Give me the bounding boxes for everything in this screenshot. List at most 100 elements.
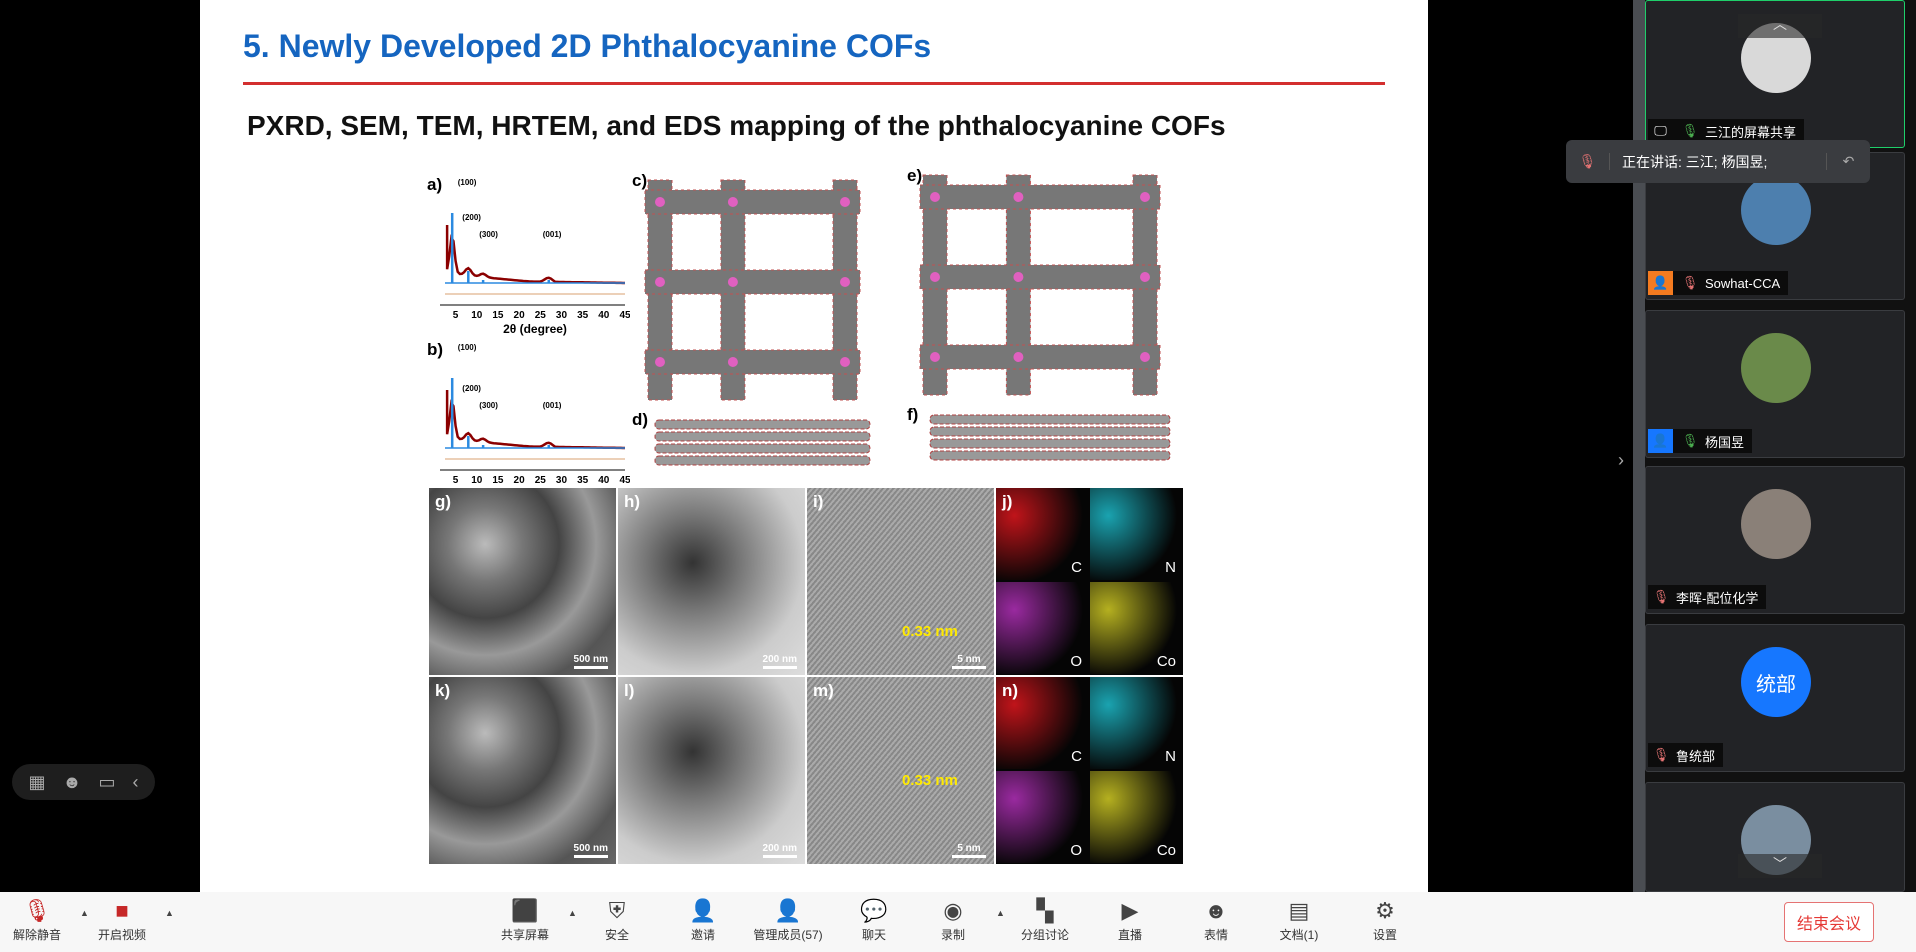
share-screen-icon: ⬛ xyxy=(511,898,539,923)
element-label: Co xyxy=(1156,842,1176,859)
toolbar-label: 设置 xyxy=(1372,928,1397,942)
tick-label: 25 xyxy=(535,475,547,485)
metal-center xyxy=(1013,352,1024,362)
participant-name: 鲁统部 xyxy=(1676,748,1716,764)
metal-center xyxy=(930,272,940,282)
tick-label: 10 xyxy=(471,475,483,485)
toolbar-button-gear[interactable]: ⚙ 设置 xyxy=(1345,896,1425,943)
peak-label: (300) xyxy=(479,401,498,410)
toolbar-button-video-off[interactable]: ■ 开启视频 xyxy=(82,896,162,943)
element-label: Co xyxy=(1156,653,1176,670)
caret-up-icon[interactable]: ▲ xyxy=(996,908,1005,918)
record-icon: ◉ xyxy=(943,898,963,923)
structure-c-d: c) d) xyxy=(632,171,871,466)
toolbar-button-share-screen[interactable]: ⬛ 共享屏幕 xyxy=(485,896,565,943)
participant-tile[interactable]: 🎙 李晖-配位化学 xyxy=(1645,466,1905,614)
scroll-down-button[interactable]: ﹀ xyxy=(1738,854,1822,878)
hr-image: 5 nm 0.33 nm m) xyxy=(807,677,994,864)
tick-label: 15 xyxy=(492,310,504,321)
toolbar-button-members[interactable]: 👤 管理成员(57) xyxy=(748,896,828,943)
tick-label: 45 xyxy=(619,310,630,321)
scale-bar: 5 nm xyxy=(952,654,986,669)
user-icon: 👤 xyxy=(1648,271,1673,295)
toolbar-button-breakout[interactable]: ▚ 分组讨论 xyxy=(1005,896,1085,943)
scale-bar: 200 nm xyxy=(763,654,797,669)
scale-bar: 500 nm xyxy=(574,843,608,858)
peak-label: (001) xyxy=(543,230,562,239)
members-icon: 👤 xyxy=(774,898,802,923)
toolbar-label: 聊天 xyxy=(861,928,886,942)
toolbar-label: 录制 xyxy=(940,928,965,942)
panel-label: d) xyxy=(632,410,648,429)
shared-slide: 5. Newly Developed 2D Phthalocyanine COF… xyxy=(200,0,1428,892)
eds-map-N: N xyxy=(1090,677,1182,769)
participant-tile[interactable]: 统部 🎙 鲁统部 xyxy=(1645,624,1905,772)
participant-name: 李晖-配位化学 xyxy=(1676,590,1759,606)
stacked-layer xyxy=(929,426,1171,437)
sem-image: 500 nm k) xyxy=(429,677,616,864)
scale-label: 500 nm xyxy=(573,654,608,665)
gear-icon: ⚙ xyxy=(1375,898,1395,923)
panel-resize-handle[interactable] xyxy=(1633,0,1645,892)
eds-image: C N O Co n) xyxy=(996,677,1183,864)
speaking-text: 正在讲话: 三江; 杨国昱; xyxy=(1622,153,1768,170)
element-label: C xyxy=(1071,748,1082,765)
scale-bar: 5 nm xyxy=(952,843,986,858)
end-meeting-button[interactable]: 结束会议 xyxy=(1784,902,1874,942)
mic-muted-icon: 🎙 xyxy=(1652,747,1670,762)
breakout-icon: ▚ xyxy=(1036,898,1054,923)
toolbar-label: 开启视频 xyxy=(97,928,146,942)
peak-label: (100) xyxy=(458,343,477,352)
toolbar-button-chat[interactable]: 💬 聊天 xyxy=(834,896,914,943)
tick-label: 40 xyxy=(598,475,610,485)
tick-label: 45 xyxy=(619,475,630,485)
stacked-layer xyxy=(929,438,1171,449)
toolbar-button-record[interactable]: ◉ 录制 xyxy=(913,896,993,943)
stacked-layer xyxy=(654,443,871,454)
screen-share-icon: 🖵 xyxy=(1654,123,1667,138)
caret-up-icon[interactable]: ▲ xyxy=(165,908,174,918)
name-tag: 🖵 🎙 三江的屏幕共享 xyxy=(1648,119,1805,143)
expand-chevron-icon[interactable]: › xyxy=(1618,450,1624,470)
micrograph-grid: 500 nm g) 200 nm h) 5 nm 0.33 nm i) C N O Co j) 500 … xyxy=(429,488,1183,864)
toolbar-button-mic-muted[interactable]: 🎙 解除静音 xyxy=(0,896,77,943)
metal-center xyxy=(1140,272,1150,282)
peak-label: (200) xyxy=(462,213,481,222)
scale-label: 5 nm xyxy=(957,654,981,665)
stacked-layer xyxy=(654,419,871,430)
toolbar-button-invite[interactable]: 👤 邀请 xyxy=(663,896,743,943)
toolbar-label: 分组讨论 xyxy=(1020,928,1069,942)
panel-label: k) xyxy=(435,681,451,700)
scroll-up-button[interactable]: ︿ xyxy=(1738,14,1822,38)
chat-icon: 💬 xyxy=(860,898,888,923)
video-off-icon: ■ xyxy=(115,898,129,923)
toolbar-button-live[interactable]: ▶ 直播 xyxy=(1090,896,1170,943)
toolbar-button-document[interactable]: ▤ 文档(1) xyxy=(1259,896,1339,943)
metal-center xyxy=(1013,272,1024,282)
name-tag: 👤 🎙 Sowhat-CCA xyxy=(1648,271,1789,295)
eds-map-C: C xyxy=(996,677,1088,769)
caret-up-icon[interactable]: ▲ xyxy=(80,908,89,918)
emoji-icon[interactable]: ☻ xyxy=(62,771,82,792)
x-axis-label: 2θ (degree) xyxy=(503,322,567,336)
caret-up-icon[interactable]: ▲ xyxy=(568,908,577,918)
metal-center xyxy=(930,192,940,202)
xrd-curve xyxy=(445,390,625,450)
peak-label: (100) xyxy=(458,178,477,187)
slide-title: 5. Newly Developed 2D Phthalocyanine COF… xyxy=(243,28,932,64)
metal-center xyxy=(1013,192,1024,202)
metal-center xyxy=(840,277,850,287)
collapse-chevron-icon[interactable]: ‹ xyxy=(132,771,139,792)
tick-label: 15 xyxy=(492,475,504,485)
avatar: 统部 xyxy=(1741,647,1811,717)
tem-image: 200 nm h) xyxy=(618,488,805,675)
toolbar-label: 共享屏幕 xyxy=(500,928,549,942)
slide-subtitle: PXRD, SEM, TEM, HRTEM, and EDS mapping o… xyxy=(247,110,1226,141)
reply-icon[interactable]: ↶ xyxy=(1826,153,1870,170)
toolbar-button-emoji[interactable]: ☻ 表情 xyxy=(1176,896,1256,943)
chat-icon[interactable]: ▭ xyxy=(98,771,116,792)
participant-tile[interactable]: 👤 🎙 杨国昱 xyxy=(1645,310,1905,458)
layout-icon[interactable]: ▦ xyxy=(28,771,46,792)
toolbar-button-shield[interactable]: ⛨ 安全 xyxy=(577,896,657,943)
name-tag: 👤 🎙 杨国昱 xyxy=(1648,429,1753,453)
